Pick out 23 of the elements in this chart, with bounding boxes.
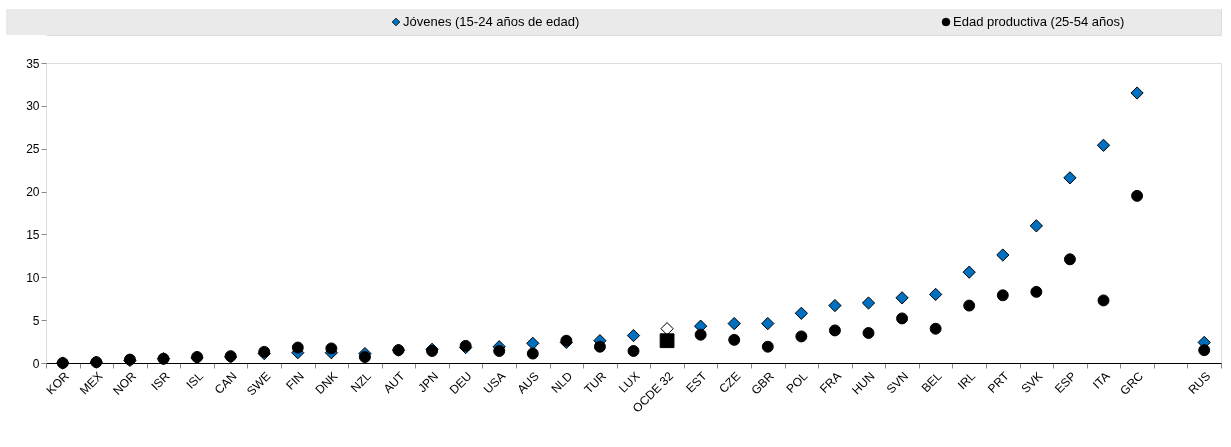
legend-label: Jóvenes (15-24 años de edad) [403, 14, 580, 29]
x-tick-label: BEL [918, 368, 945, 396]
y-tick-label: 20 [26, 185, 40, 200]
y-tick-label: 25 [26, 142, 40, 157]
x-tick-label: TUR [581, 368, 610, 397]
x-tick-label: FRA [817, 369, 844, 396]
x-tick-label: JPN [415, 369, 442, 396]
x-tick-label: NZL [347, 368, 375, 396]
y-tick-label: 30 [26, 99, 40, 114]
x-tick-label: ISR [148, 368, 173, 394]
legend-label: Edad productiva (25-54 años) [953, 14, 1125, 29]
x-tick-label: NLD [548, 368, 576, 396]
x-tick-label: ITA [1090, 369, 1113, 392]
y-tick-label: 15 [26, 227, 40, 242]
y-tick-label: 10 [26, 270, 40, 285]
x-tick-label: ISL [183, 368, 207, 392]
x-tick-label: IRL [955, 368, 979, 393]
x-tick-label: FIN [283, 369, 307, 393]
y-tick-label: 35 [26, 56, 40, 71]
y-tick-label: 0 [32, 356, 40, 371]
x-tick-label: USA [480, 369, 509, 397]
x-tick-label: POL [783, 368, 811, 396]
y-tick-label: 5 [32, 313, 40, 328]
